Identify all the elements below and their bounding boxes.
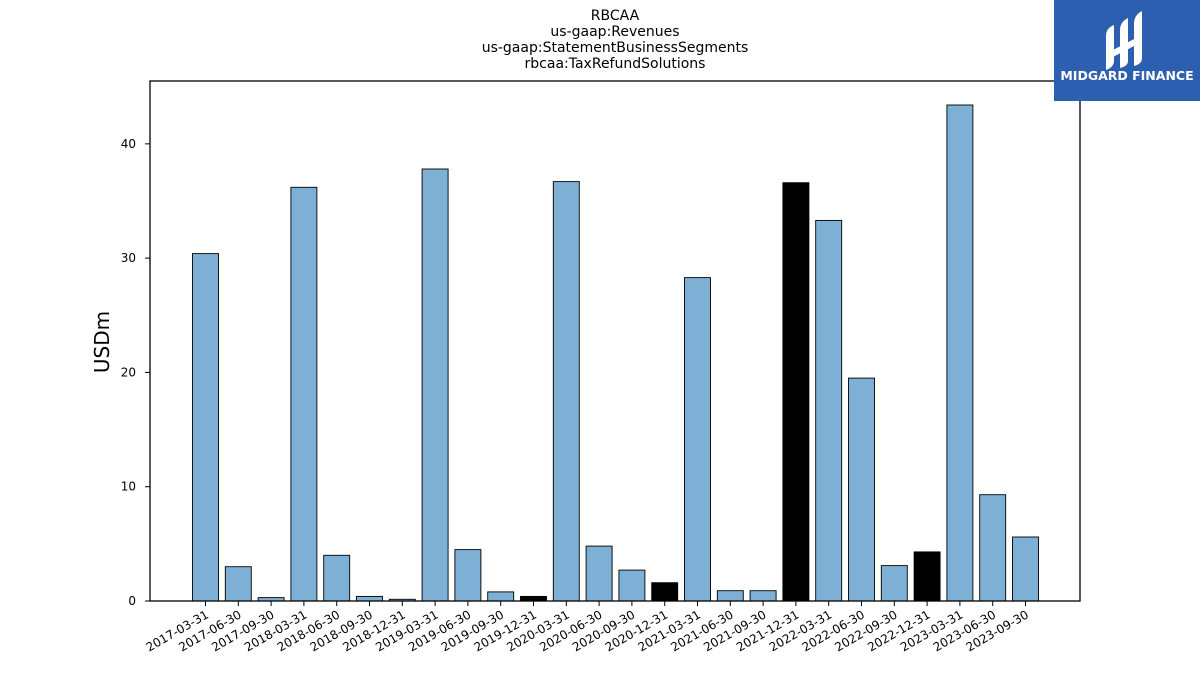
chart-title: RBCAA us-gaap:Revenues us-gaap:Statement… [482,8,749,72]
bar-2021-03-31 [684,277,711,602]
bar-2022-12-31 [913,551,941,602]
bar-2017-06-30 [224,566,252,602]
y-tick-label: 0 [128,594,136,608]
title-line-1: RBCAA [591,8,640,24]
bar-2018-03-31 [290,186,318,602]
title-line-2: us-gaap:Revenues [550,24,679,40]
x-axis: 2017-03-312017-06-302017-09-302018-03-31… [144,601,1031,654]
y-tick-label: 40 [121,137,136,151]
bar-2017-03-31 [192,253,219,602]
bar-2020-03-31 [552,181,580,602]
y-tick-label: 20 [121,365,136,379]
logo-mark-icon [1106,11,1142,70]
bar-2020-09-30 [618,569,646,602]
bar-2019-03-31 [421,168,449,602]
y-axis-label: USDm [90,311,114,373]
bar-2023-03-31 [946,104,974,602]
bar-2022-03-31 [815,219,843,602]
bar-2021-09-30 [749,590,777,602]
bar-2022-06-30 [848,377,875,602]
bar-2023-06-30 [979,494,1007,602]
bar-2023-09-30 [1012,536,1039,602]
bar-2018-06-30 [323,554,351,602]
bar-2019-09-30 [487,591,515,602]
bar-2021-06-30 [716,590,744,602]
logo-text: MIDGARD FINANCE [1060,68,1193,83]
bar-series [192,104,1039,602]
bar-2021-12-31 [782,182,810,602]
bar-2019-12-31 [520,595,547,602]
y-tick-label: 30 [121,251,136,265]
plot-frame [149,80,1081,602]
bar-2022-09-30 [880,565,908,602]
bar-2018-09-30 [356,595,383,602]
title-line-4: rbcaa:TaxRefundSolutions [525,56,706,72]
y-tick-label: 10 [121,480,136,494]
bar-2020-12-31 [651,582,679,602]
bar-2019-06-30 [454,549,482,602]
y-axis: 0 10 20 30 40 [121,137,150,608]
midgard-finance-logo: MIDGARD FINANCE [1054,0,1200,101]
title-line-3: us-gaap:StatementBusinessSegments [482,40,749,56]
bar-2020-06-30 [585,545,613,602]
